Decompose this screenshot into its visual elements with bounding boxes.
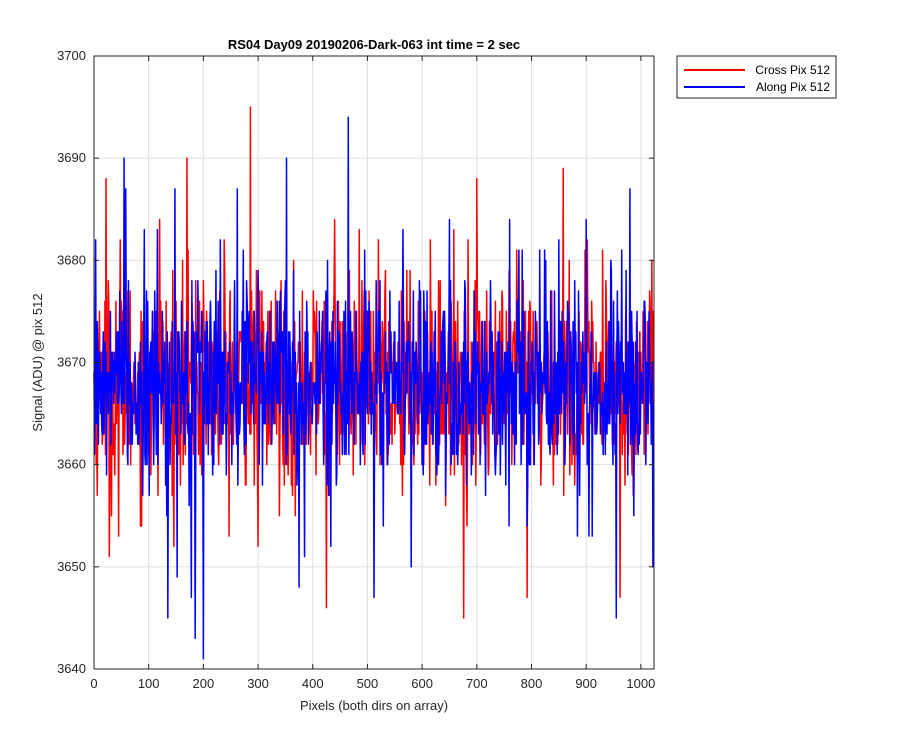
x-tick-label: 0: [90, 676, 97, 691]
y-tick-label: 3690: [57, 150, 86, 165]
legend: Cross Pix 512 Along Pix 512: [676, 55, 837, 99]
x-tick-label: 100: [138, 676, 160, 691]
x-tick-label: 300: [247, 676, 269, 691]
x-tick-label: 600: [411, 676, 433, 691]
x-tick-label: 900: [575, 676, 597, 691]
chart-title: RS04 Day09 20190206-Dark-063 int time = …: [228, 37, 520, 52]
legend-box: [676, 55, 837, 99]
x-tick-label: 200: [193, 676, 215, 691]
ticks: 0 100 200 300 400 500 600 700 800 900 1000 3640 3650…: [57, 48, 655, 691]
x-tick-label: 1000: [626, 676, 655, 691]
x-axis-label: Pixels (both dirs on array): [300, 698, 448, 713]
x-tick-label: 800: [521, 676, 543, 691]
y-tick-label: 3670: [57, 355, 86, 370]
y-tick-label: 3700: [57, 48, 86, 63]
y-tick-label: 3680: [57, 252, 86, 267]
x-tick-label: 500: [357, 676, 379, 691]
x-tick-label: 400: [302, 676, 324, 691]
y-tick-label: 3660: [57, 457, 86, 472]
x-tick-label: 700: [466, 676, 488, 691]
y-tick-label: 3640: [57, 661, 86, 676]
legend-label-along: Along Pix 512: [756, 80, 830, 94]
series-layer: [93, 106, 655, 660]
series-line-along: [93, 116, 655, 660]
y-tick-label: 3650: [57, 559, 86, 574]
y-axis-label: Signal (ADU) @ pix 512: [30, 293, 45, 431]
legend-label-cross: Cross Pix 512: [755, 63, 830, 77]
